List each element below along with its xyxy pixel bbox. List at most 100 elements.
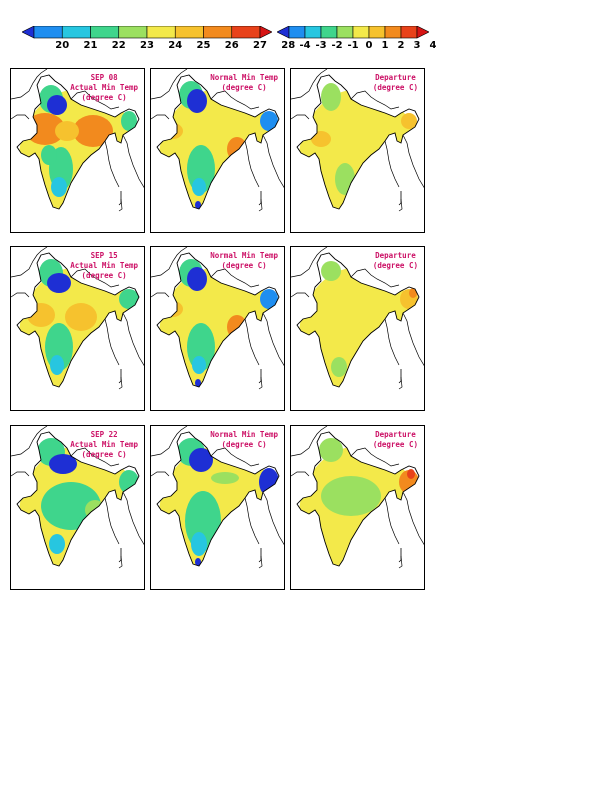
neighbor-boundary bbox=[244, 318, 260, 366]
colorbar-swatch bbox=[33, 26, 63, 39]
neighbor-boundary bbox=[262, 312, 284, 367]
india-outline bbox=[156, 74, 280, 210]
neighbor-boundary bbox=[402, 491, 424, 546]
map-canvas bbox=[291, 69, 424, 212]
contour-region bbox=[159, 89, 279, 209]
colorbar-swatch bbox=[90, 26, 120, 39]
colorbar-swatch bbox=[231, 26, 261, 39]
colorbar-absolute-swatches bbox=[22, 26, 272, 39]
neighbor-boundary bbox=[151, 247, 188, 278]
neighbor-boundary bbox=[384, 140, 400, 188]
colorbar-tick-label: -4 bbox=[299, 40, 311, 51]
island-mark bbox=[118, 191, 122, 206]
contour-region bbox=[331, 357, 347, 377]
contour-region bbox=[51, 177, 67, 197]
neighbor-boundary bbox=[291, 292, 310, 298]
contour-region bbox=[321, 83, 341, 111]
panel-title: Normal Min Temp (degree C) bbox=[210, 73, 278, 92]
contour-region bbox=[260, 289, 278, 309]
contour-region bbox=[321, 476, 381, 516]
panel-title: Normal Min Temp (degree C) bbox=[210, 430, 278, 449]
map-panel-sep15-actual: SEP 15 Actual Min Temp (degree C) bbox=[10, 246, 145, 411]
contour-region bbox=[47, 95, 67, 115]
neighbor-boundary bbox=[402, 312, 424, 367]
contour-region bbox=[27, 303, 55, 327]
contour-region bbox=[335, 163, 355, 195]
colorbar-absolute: 20 21 22 23 24 25 26 27 28 bbox=[22, 26, 295, 52]
colorbar-swatch bbox=[288, 26, 306, 39]
panel-title: SEP 08 Actual Min Temp (degree C) bbox=[70, 73, 138, 102]
contour-region bbox=[41, 145, 57, 165]
contour-region bbox=[192, 356, 206, 374]
map-canvas bbox=[11, 69, 144, 212]
map-canvas bbox=[151, 426, 284, 569]
india-outline bbox=[156, 431, 280, 567]
panel-title: SEP 22 Actual Min Temp (degree C) bbox=[70, 430, 138, 459]
colorbar-swatch bbox=[320, 26, 338, 39]
colorbar-arrow-high bbox=[416, 26, 429, 39]
temperature-field bbox=[19, 259, 139, 387]
temperature-field bbox=[159, 259, 279, 387]
neighbor-boundary bbox=[104, 318, 120, 366]
map-canvas bbox=[11, 247, 144, 390]
neighbor-boundary bbox=[122, 134, 144, 189]
map-panel-sep08-departure: Departure (degree C) bbox=[290, 68, 425, 233]
island-mark bbox=[398, 191, 402, 206]
map-panel-sep08-actual: SEP 08 Actual Min Temp (degree C) bbox=[10, 68, 145, 233]
neighbor-boundary bbox=[11, 247, 48, 278]
panel-title: Normal Min Temp (degree C) bbox=[210, 251, 278, 270]
colorbar-swatch bbox=[352, 26, 370, 39]
neighbor-boundary bbox=[11, 471, 30, 477]
island-mark bbox=[118, 548, 122, 563]
temperature-field bbox=[299, 438, 419, 566]
neighbor-boundary bbox=[384, 497, 400, 545]
panel-title: Departure (degree C) bbox=[372, 430, 418, 449]
neighbor-boundary bbox=[104, 497, 120, 545]
neighbor-boundary bbox=[262, 134, 284, 189]
contour-region bbox=[65, 303, 97, 331]
island-mark bbox=[258, 191, 262, 206]
neighbor-boundary bbox=[11, 292, 30, 298]
contour-region bbox=[299, 89, 419, 209]
colorbar-tick-label: 2 bbox=[397, 40, 405, 51]
temperature-field bbox=[159, 438, 279, 566]
india-outline bbox=[296, 74, 420, 210]
neighbor-boundary bbox=[402, 134, 424, 189]
map-canvas bbox=[291, 426, 424, 569]
map-canvas bbox=[151, 247, 284, 390]
colorbar-swatch bbox=[118, 26, 148, 39]
neighbor-boundary bbox=[122, 312, 144, 367]
contour-region bbox=[189, 448, 213, 472]
colorbar-swatch bbox=[146, 26, 176, 39]
neighbor-boundary bbox=[70, 90, 120, 110]
contour-region bbox=[55, 121, 79, 141]
colorbar-tick-label: 24 bbox=[168, 40, 183, 51]
colorbar-swatch bbox=[336, 26, 354, 39]
colorbar-tick-label: 25 bbox=[196, 40, 211, 51]
colorbar-tick-label: 21 bbox=[83, 40, 98, 51]
india-outline bbox=[16, 252, 140, 388]
map-canvas bbox=[151, 69, 284, 212]
colorbar-absolute-labels: 20 21 22 23 24 25 26 27 28 bbox=[22, 40, 295, 52]
neighbor-boundary bbox=[70, 447, 120, 467]
colorbar-departure-swatches bbox=[277, 26, 429, 39]
colorbar-swatch bbox=[400, 26, 418, 39]
india-outline bbox=[296, 431, 420, 567]
map-panel-sep22-actual: SEP 22 Actual Min Temp (degree C) bbox=[10, 425, 145, 590]
island-mark bbox=[398, 369, 402, 384]
colorbar-tick-label: -3 bbox=[315, 40, 327, 51]
contour-region bbox=[187, 89, 207, 113]
map-panel-sep15-departure: Departure (degree C) bbox=[290, 246, 425, 411]
colorbar-tick-label: 0 bbox=[365, 40, 373, 51]
neighbor-boundary bbox=[151, 69, 188, 100]
contour-region bbox=[121, 111, 137, 131]
colorbar-departure: -4 -3 -2 -1 0 1 2 3 4 bbox=[277, 26, 436, 51]
colorbar-tick-label: 1 bbox=[381, 40, 389, 51]
contour-region bbox=[187, 267, 207, 291]
colorbar-tick-label: 26 bbox=[224, 40, 239, 51]
neighbor-boundary bbox=[151, 114, 170, 120]
neighbor-boundary bbox=[210, 90, 260, 110]
colorbar-swatch bbox=[304, 26, 322, 39]
neighbor-boundary bbox=[350, 447, 400, 467]
contour-region bbox=[401, 113, 417, 129]
